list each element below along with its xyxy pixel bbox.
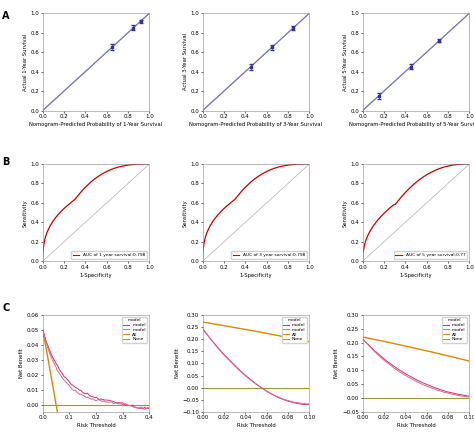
Y-axis label: Net Benefit: Net Benefit — [174, 349, 180, 378]
X-axis label: 1-Specificity: 1-Specificity — [80, 272, 112, 277]
X-axis label: 1-Specificity: 1-Specificity — [400, 272, 432, 277]
Legend: AUC of 5 year survival:0.77: AUC of 5 year survival:0.77 — [393, 251, 467, 259]
Y-axis label: Actual 5-Year Survival: Actual 5-Year Survival — [343, 33, 347, 90]
X-axis label: Risk Threshold: Risk Threshold — [397, 423, 435, 428]
Text: A: A — [2, 11, 10, 21]
Legend: AUC of 1 year survival:0.798: AUC of 1 year survival:0.798 — [71, 251, 147, 259]
Legend: model, model, All, None: model, model, All, None — [282, 317, 307, 343]
X-axis label: Nomogram-Predicted Probability of 1-Year Survival: Nomogram-Predicted Probability of 1-Year… — [29, 122, 163, 127]
X-axis label: Risk Threshold: Risk Threshold — [237, 423, 275, 428]
Y-axis label: Net Benefit: Net Benefit — [335, 349, 339, 378]
Legend: model, model, All, None: model, model, All, None — [442, 317, 467, 343]
Legend: model, model, All, None: model, model, All, None — [122, 317, 147, 343]
Y-axis label: Net Benefit: Net Benefit — [19, 349, 24, 378]
Y-axis label: Sensitivity: Sensitivity — [343, 199, 347, 226]
X-axis label: 1-Specificity: 1-Specificity — [240, 272, 272, 277]
Legend: AUC of 3 year survival:0.798: AUC of 3 year survival:0.798 — [231, 251, 307, 259]
X-axis label: Nomogram-Predicted Probability of 5-Year Survival: Nomogram-Predicted Probability of 5-Year… — [349, 122, 474, 127]
Text: B: B — [2, 157, 10, 167]
Y-axis label: Sensitivity: Sensitivity — [182, 199, 188, 226]
Y-axis label: Actual 1-Year Survival: Actual 1-Year Survival — [23, 33, 27, 90]
Y-axis label: Sensitivity: Sensitivity — [23, 199, 27, 226]
X-axis label: Risk Threshold: Risk Threshold — [77, 423, 115, 428]
Y-axis label: Actual 3-Year Survival: Actual 3-Year Survival — [182, 33, 188, 90]
X-axis label: Nomogram-Predicted Probability of 3-Year Survival: Nomogram-Predicted Probability of 3-Year… — [190, 122, 322, 127]
Text: C: C — [2, 303, 9, 314]
